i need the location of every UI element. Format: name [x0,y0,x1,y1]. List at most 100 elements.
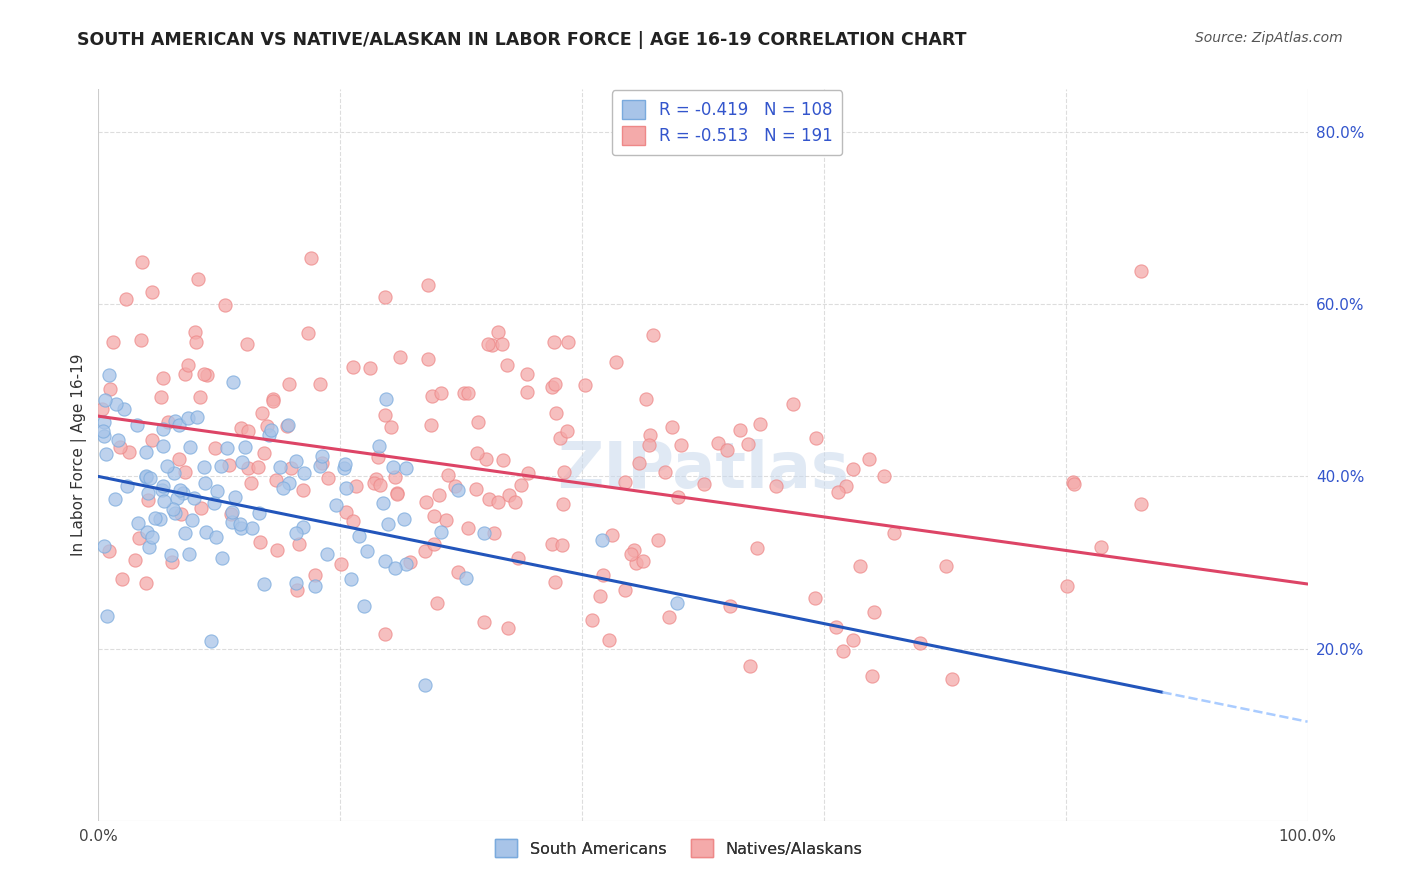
Point [111,572,134,586]
Point [509,477,531,491]
Point [184,335,207,350]
Point [423,509,446,524]
Point [849,558,872,573]
Point [181,513,204,527]
Point [423,537,446,551]
Point [374,408,396,422]
Point [93,393,115,408]
Y-axis label: In Labor Force | Age 16-19: In Labor Force | Age 16-19 [72,353,87,557]
Point [737,436,759,450]
Point [239,475,262,490]
Point [246,460,269,475]
Point [215,442,238,456]
Point [187,272,209,286]
Point [543,376,565,391]
Point [152,422,174,436]
Point [136,486,159,500]
Point [434,514,457,528]
Point [638,428,661,442]
Point [544,574,567,589]
Point [430,386,453,401]
Point [718,599,741,614]
Point [600,528,623,542]
Point [152,494,174,508]
Point [264,473,287,487]
Point [782,397,804,411]
Point [472,526,495,541]
Point [162,501,184,516]
Point [194,524,217,539]
Point [457,386,479,401]
Point [304,578,326,592]
Point [190,500,212,515]
Point [716,442,738,457]
Point [177,547,200,561]
Point [136,492,159,507]
Point [277,377,299,392]
Point [863,606,886,620]
Point [540,379,562,393]
Text: ZIPatlas: ZIPatlas [557,439,849,500]
Point [353,599,375,614]
Point [380,420,402,434]
Point [229,521,252,535]
Point [382,459,405,474]
Point [1062,475,1084,490]
Point [748,417,770,432]
Point [806,431,828,445]
Point [628,457,651,471]
Point [359,361,381,376]
Point [177,358,200,372]
Point [127,516,149,530]
Point [211,550,233,565]
Point [765,479,787,493]
Point [229,421,252,435]
Point [385,486,408,500]
Point [221,515,243,529]
Point [115,479,138,493]
Point [304,568,326,582]
Point [169,483,191,497]
Point [156,415,179,429]
Point [195,368,218,383]
Point [194,475,217,490]
Point [218,458,240,472]
Point [1130,263,1153,277]
Point [115,293,138,307]
Point [104,491,127,506]
Point [160,555,183,569]
Point [488,495,510,509]
Point [339,572,361,586]
Point [623,543,645,558]
Point [589,589,612,603]
Point [429,524,451,539]
Point [316,471,339,485]
Point [394,512,416,526]
Point [297,326,319,341]
Point [456,571,478,585]
Point [150,483,173,497]
Point [745,541,768,555]
Point [516,466,538,480]
Point [384,469,406,483]
Point [591,533,613,547]
Point [544,406,567,420]
Point [935,558,957,573]
Point [344,479,367,493]
Point [311,456,333,470]
Point [503,495,526,509]
Point [427,488,450,502]
Point [395,460,418,475]
Point [496,358,519,372]
Point [271,481,294,495]
Point [152,439,174,453]
Point [482,525,505,540]
Point [516,368,538,382]
Point [1056,579,1078,593]
Point [388,350,411,364]
Point [101,334,124,349]
Point [619,547,641,561]
Point [292,483,315,497]
Point [236,337,259,351]
Point [98,382,121,396]
